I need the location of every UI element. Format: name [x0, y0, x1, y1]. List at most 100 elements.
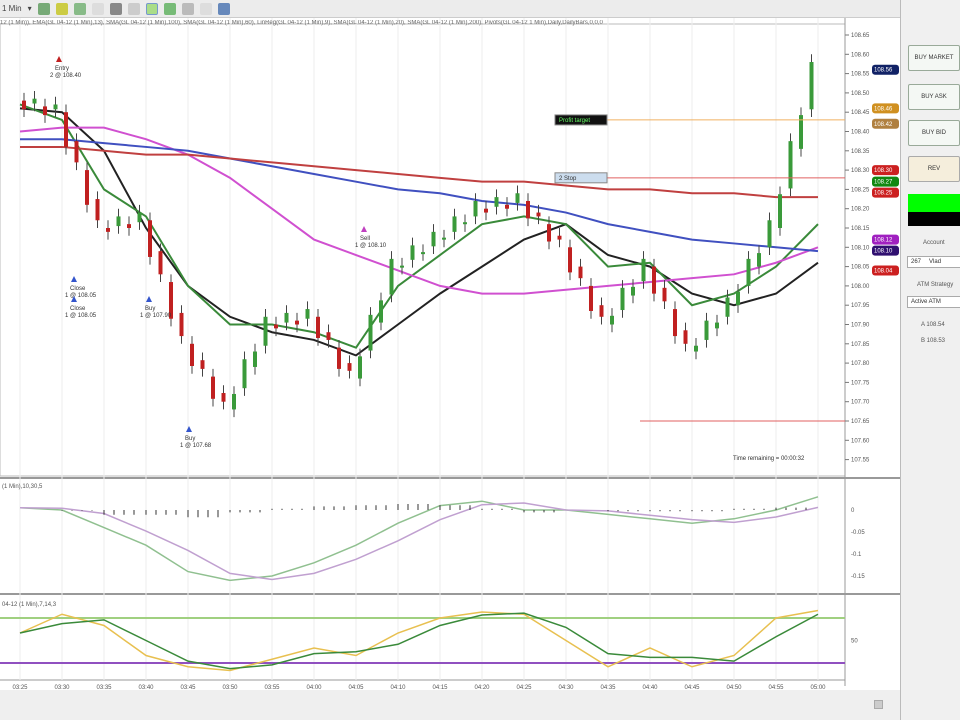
- candle: [809, 62, 814, 110]
- candle: [148, 220, 152, 257]
- candle: [211, 376, 215, 399]
- buy-market-button[interactable]: BUY MARKET: [908, 45, 960, 71]
- chart-trader-icon[interactable]: [145, 2, 158, 15]
- price-marker-tag: [872, 118, 899, 129]
- candle: [421, 252, 425, 255]
- candle: [74, 141, 79, 163]
- account-selector[interactable]: 267 Vlad: [907, 256, 960, 268]
- candle: [295, 320, 299, 325]
- price-tick-label: 107.70: [851, 400, 870, 406]
- price-marker-tag: [872, 176, 899, 187]
- buy-ask-button[interactable]: BUY ASK: [908, 84, 960, 110]
- candle: [400, 265, 404, 268]
- price-marker-tag: [872, 245, 899, 256]
- price-tick-label: 107.80: [851, 361, 870, 367]
- price-marker-text: 108.27: [874, 180, 893, 186]
- time-tick-label: 04:30: [558, 685, 574, 690]
- data-box-icon[interactable]: [217, 2, 230, 15]
- chevron-down-icon[interactable]: ▾: [27, 4, 32, 13]
- candle: [673, 309, 677, 337]
- execution-text: 2 @ 108.40: [50, 73, 82, 79]
- price-marker-tag: [872, 64, 899, 75]
- candle: [53, 104, 58, 110]
- candle: [610, 315, 614, 325]
- moving-average-line: [20, 145, 818, 199]
- execution-arrow-icon: [71, 276, 77, 282]
- reverse-button[interactable]: REV: [908, 156, 960, 182]
- candle: [715, 322, 719, 329]
- candle: [305, 309, 310, 319]
- macd-tick-label: -0.05: [851, 530, 865, 536]
- candle: [767, 220, 772, 248]
- candle: [347, 363, 352, 371]
- price-tick-label: 108.20: [851, 207, 870, 213]
- price-chart[interactable]: 03:25 03:30 03:35 03:40 03:45 03:50 03:55 04:00…: [0, 18, 900, 691]
- candle: [253, 351, 257, 367]
- price-tick-label: 107.75: [851, 380, 870, 386]
- price-marker-text: 108.56: [874, 68, 893, 74]
- execution-text: 1 @ 108.10: [355, 243, 387, 249]
- pencil-icon[interactable]: [55, 2, 68, 15]
- candle: [337, 347, 341, 369]
- candle: [190, 343, 194, 366]
- candle: [526, 200, 530, 219]
- stoch-k-line: [19, 609, 819, 672]
- moving-average-line: [19, 103, 819, 349]
- candle: [662, 287, 667, 302]
- chart-trader-panel: BUY MARKET BUY ASK BUY BID REV Account 2…: [900, 0, 960, 720]
- candle: [200, 360, 205, 369]
- interval-selector[interactable]: 1 Min: [2, 4, 22, 13]
- crosshair-icon[interactable]: [109, 2, 122, 15]
- bid-price: B 108.53: [921, 338, 946, 344]
- chart-area[interactable]: 03:25 03:30 03:35 03:40 03:45 03:50 03:55 04:00…: [0, 18, 900, 691]
- price-tick-label: 107.90: [851, 323, 870, 329]
- candle: [158, 251, 163, 275]
- status-bar: [0, 690, 900, 720]
- price-tick-label: 108.05: [851, 265, 870, 271]
- time-tick-label: 04:35: [600, 685, 616, 690]
- time-tick-label: 03:55: [264, 685, 280, 690]
- account-number: 267: [911, 259, 922, 265]
- time-tick-label: 05:00: [810, 685, 826, 690]
- bar-type-icon[interactable]: [37, 2, 50, 15]
- indicators-icon[interactable]: [163, 2, 176, 15]
- zoom-icon[interactable]: [127, 2, 140, 15]
- candle: [505, 204, 509, 209]
- candle: [694, 345, 698, 352]
- candle: [442, 237, 446, 240]
- candle: [788, 141, 793, 189]
- atm-strategy-selector[interactable]: Active ATM: [907, 296, 960, 308]
- scroll-button[interactable]: [874, 700, 883, 709]
- macd-tick-label: -0.15: [851, 574, 865, 580]
- candle: [32, 98, 37, 104]
- candle: [704, 320, 709, 340]
- price-tick-label: 108.30: [851, 168, 870, 174]
- macd-label: (1 Min),10,30,5: [2, 484, 43, 490]
- candle: [358, 356, 362, 379]
- candle: [536, 212, 541, 217]
- strategies-icon[interactable]: [181, 2, 194, 15]
- ask-price: A 108.54: [921, 322, 945, 328]
- macd-tick-label: -0.1: [851, 552, 862, 558]
- atm-strategy-label: ATM Strategy: [917, 282, 954, 288]
- chart-toolbar: 1 Min ▾: [0, 0, 900, 18]
- draw-line-icon[interactable]: [73, 2, 86, 15]
- execution-arrow-icon: [56, 56, 62, 62]
- position-pnl-green: [908, 194, 960, 212]
- properties-icon[interactable]: [199, 2, 212, 15]
- time-tick-label: 04:50: [726, 685, 742, 690]
- stoch-d-line: [19, 612, 819, 670]
- price-marker-text: 108.46: [874, 106, 893, 112]
- candle: [578, 266, 583, 279]
- candle: [137, 212, 142, 223]
- execution-title: Close: [70, 306, 86, 312]
- delete-drawing-icon[interactable]: [91, 2, 104, 15]
- execution-title: Entry: [55, 66, 69, 72]
- price-marker-text: 108.10: [874, 249, 893, 255]
- execution-arrow-icon: [71, 296, 77, 302]
- buy-bid-button[interactable]: BUY BID: [908, 120, 960, 146]
- stoch-tick-label: 50: [851, 639, 858, 645]
- macd-tick-label: 0: [851, 508, 855, 514]
- time-tick-label: 04:55: [768, 685, 784, 690]
- execution-arrow-icon: [186, 426, 192, 432]
